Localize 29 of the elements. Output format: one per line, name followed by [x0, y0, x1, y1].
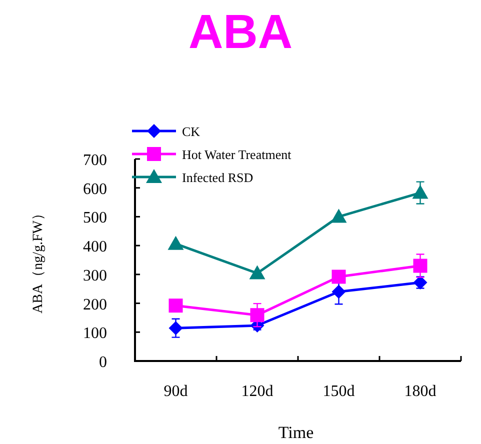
legend-label: Infected RSD [182, 170, 254, 185]
point [249, 265, 266, 280]
point [412, 184, 428, 199]
x-tick-label: 180d [404, 383, 436, 400]
point [168, 298, 183, 313]
y-tick-label: 0 [99, 354, 107, 371]
point [330, 208, 347, 223]
point [168, 236, 184, 250]
legend-label: CK [182, 124, 201, 139]
point [168, 321, 183, 336]
y-tick-label: 600 [83, 180, 107, 198]
point [250, 308, 264, 322]
point [413, 258, 428, 273]
chart-title: ABA [188, 6, 292, 59]
x-tick-label: 90d [164, 383, 188, 400]
x-tick-label: 120d [241, 383, 274, 400]
y-tick-label: 400 [83, 238, 107, 256]
y-tick-label: 100 [83, 325, 107, 342]
point [332, 270, 346, 284]
y-tick-label: 300 [83, 267, 107, 284]
point [413, 276, 428, 290]
y-tick-label: 700 [83, 152, 107, 169]
legend-label: Hot Water Treatment [182, 147, 292, 162]
y-axis-title: ABA（ng/g.FW） [31, 206, 46, 314]
x-tick-label: 150d [322, 383, 355, 400]
y-tick-label: 500 [83, 210, 107, 227]
y-tick-label: 200 [83, 296, 107, 314]
point [332, 284, 346, 299]
x-axis-title: Time [278, 423, 314, 442]
